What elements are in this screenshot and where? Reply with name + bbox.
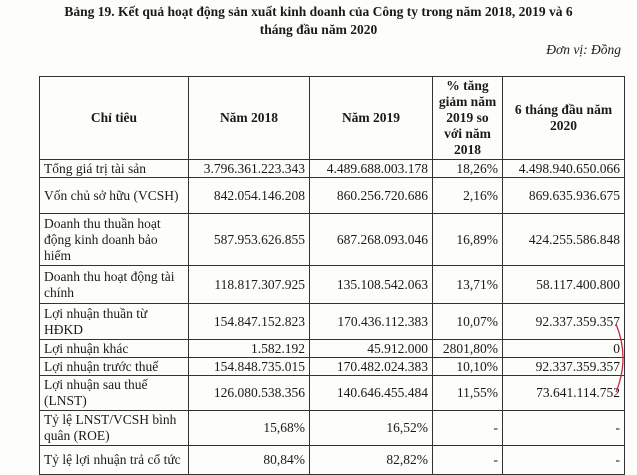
value-h1-2020: 92.337.359.357 <box>502 357 625 376</box>
header-row: Chỉ tiêu Năm 2018 Năm 2019 % tăng giảm n… <box>39 76 625 160</box>
table-row: Lợi nhuận thuần từ HĐKD 154.847.152.823 17… <box>39 303 625 340</box>
table-row: Doanh thu hoạt động tài chính 118.817.307… <box>39 265 625 304</box>
value-2018: 126.080.538.356 <box>188 375 310 411</box>
value-2018: 80,84% <box>188 445 310 475</box>
row-label: Tỷ lệ LNST/VCSH bình quân (ROE) <box>39 410 189 446</box>
row-label: Tỷ lệ lợi nhuận trả cổ tức <box>39 445 189 475</box>
value-change: 10,07% <box>432 303 503 340</box>
value-change: 2,16% <box>432 177 503 214</box>
value-2019: 170.436.112.383 <box>309 303 433 340</box>
value-2019: 687.268.093.046 <box>309 213 433 266</box>
value-2019: 45.912.000 <box>309 339 433 358</box>
table-row: Vốn chủ sở hữu (VCSH) 842.054.146.208 860.… <box>39 177 625 214</box>
row-label: Lợi nhuận khác <box>39 339 189 358</box>
red-bracket-annotation <box>615 323 624 393</box>
header-2019: Năm 2019 <box>309 76 433 160</box>
row-label: Lợi nhuận trước thuế <box>39 357 189 376</box>
value-h1-2020: 92.337.359.357 <box>502 303 625 340</box>
value-2019: 82,82% <box>309 445 433 475</box>
table-row: Lợi nhuận trước thuế 154.848.735.015 170.4… <box>39 357 625 376</box>
table-row: Tỷ lệ lợi nhuận trả cổ tức 80,84% 82,82% - - <box>39 445 625 475</box>
value-change: 10,10% <box>432 357 503 376</box>
row-label: Doanh thu thuần hoạt động kinh doanh bảo… <box>39 213 189 266</box>
value-2019: 170.482.024.383 <box>309 357 433 376</box>
financial-results-table: Chỉ tiêu Năm 2018 Năm 2019 % tăng giảm n… <box>39 76 625 475</box>
value-2018: 154.848.735.015 <box>188 357 310 376</box>
row-label: Vốn chủ sở hữu (VCSH) <box>39 177 189 214</box>
row-label: Tổng giá trị tài sản <box>39 159 189 178</box>
value-2018: 154.847.152.823 <box>188 303 310 340</box>
value-h1-2020: 869.635.936.675 <box>502 177 625 214</box>
value-h1-2020: - <box>502 445 625 475</box>
value-2019: 860.256.720.686 <box>309 177 433 214</box>
header-2018: Năm 2018 <box>188 76 310 160</box>
value-h1-2020: - <box>502 410 625 446</box>
value-2018: 118.817.307.925 <box>188 265 310 304</box>
table-title-line2: tháng đầu năm 2020 <box>259 22 378 37</box>
value-2019: 4.489.688.003.178 <box>309 159 433 178</box>
value-change: - <box>432 410 503 446</box>
value-h1-2020: 73.641.114.752 <box>502 375 625 411</box>
value-h1-2020: 58.117.400.800 <box>502 265 625 304</box>
header-indicator: Chỉ tiêu <box>39 76 189 160</box>
table-row: Lợi nhuận khác 1.582.192 45.912.000 2801,80… <box>39 339 625 358</box>
table-row: Lợi nhuận sau thuế (LNST) 126.080.538.356… <box>39 375 625 411</box>
value-h1-2020: 424.255.586.848 <box>502 213 625 266</box>
row-label: Lợi nhuận thuần từ HĐKD <box>39 303 189 340</box>
table-row: Tỷ lệ LNST/VCSH bình quân (ROE) 15,68% 16,… <box>39 410 625 446</box>
table-row: Tổng giá trị tài sản 3.796.361.223.343 4.4… <box>39 159 625 178</box>
value-2018: 15,68% <box>188 410 310 446</box>
table-title-line1: Bảng 19. Kết quả hoạt động sản xuất kinh… <box>64 4 573 19</box>
row-label: Lợi nhuận sau thuế (LNST) <box>39 375 189 411</box>
value-change: 16,89% <box>432 213 503 266</box>
value-2018: 587.953.626.855 <box>188 213 310 266</box>
value-change: 18,26% <box>432 159 503 178</box>
value-2019: 135.108.542.063 <box>309 265 433 304</box>
value-h1-2020: 0 <box>502 339 625 358</box>
header-change: % tăng giảm năm 2019 so với năm 2018 <box>432 76 503 160</box>
value-h1-2020: 4.498.940.650.066 <box>502 159 625 178</box>
value-change: 13,71% <box>432 265 503 304</box>
value-change: 2801,80% <box>432 339 503 358</box>
value-change: 11,55% <box>432 375 503 411</box>
unit-label: Đơn vị: Đồng <box>546 42 621 57</box>
header-h1-2020: 6 tháng đầu năm 2020 <box>502 76 625 160</box>
value-change: - <box>432 445 503 475</box>
table-row: Doanh thu thuần hoạt động kinh doanh bảo… <box>39 213 625 266</box>
value-2018: 1.582.192 <box>188 339 310 358</box>
value-2019: 16,52% <box>309 410 433 446</box>
value-2018: 842.054.146.208 <box>188 177 310 214</box>
row-label: Doanh thu hoạt động tài chính <box>39 265 189 304</box>
value-2019: 140.646.455.484 <box>309 375 433 411</box>
value-2018: 3.796.361.223.343 <box>188 159 310 178</box>
